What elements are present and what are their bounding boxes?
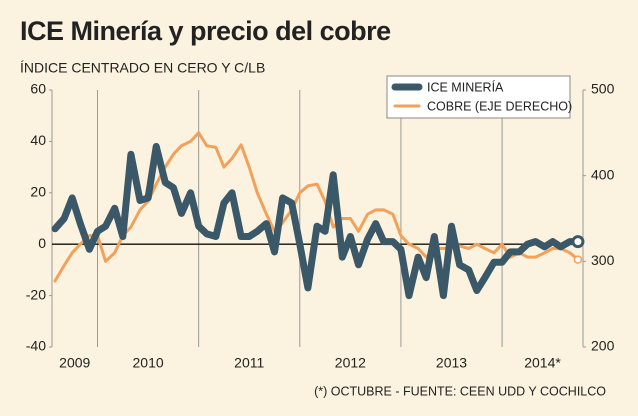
legend-box (386, 75, 571, 119)
x-tick-label: 2013 (436, 355, 467, 371)
legend-label: COBRE (EJE DERECHO) (427, 99, 572, 113)
y-tick-label: 40 (30, 132, 46, 148)
y2-tick-label: 200 (591, 338, 615, 354)
x-tick-label: 2012 (335, 355, 366, 371)
y-tick-label: -40 (26, 338, 46, 354)
y2-tick-label: 500 (591, 81, 615, 97)
end-marker (571, 235, 585, 249)
x-tick-label: 2014* (524, 355, 561, 371)
y-tick-label: -20 (26, 286, 46, 302)
y-tick-label: 0 (38, 235, 46, 251)
x-tick-label: 2011 (234, 355, 264, 371)
y-tick-label: 60 (30, 81, 46, 97)
subtitle: ÍNDICE CENTRADO EN CERO Y C/LB (20, 60, 265, 76)
chart-title: ICE Minería y precio del cobre (20, 16, 391, 46)
x-tick-label: 2009 (59, 355, 90, 371)
y2-tick-label: 300 (591, 252, 615, 268)
legend-label: ICE MINERÍA (427, 79, 504, 94)
footnote: (*) OCTUBRE - FUENTE: CEEN UDD Y COCHILC… (314, 384, 606, 398)
x-tick-label: 2010 (133, 355, 164, 371)
series-line (51, 143, 582, 300)
end-marker (573, 255, 583, 264)
y-tick-label: 20 (30, 184, 46, 200)
series-line (53, 131, 580, 283)
y2-tick-label: 400 (591, 166, 615, 182)
